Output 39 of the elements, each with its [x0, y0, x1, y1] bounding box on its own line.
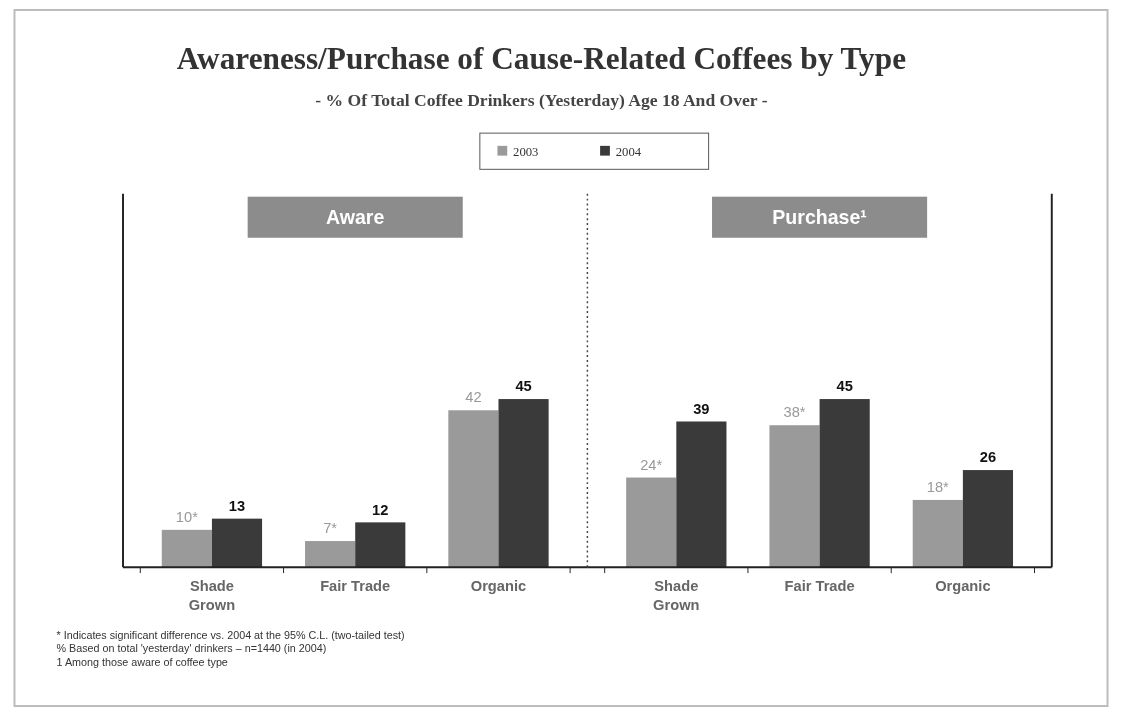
- data-label: 38*: [783, 404, 806, 421]
- x-tick-label: Shade Grown: [653, 577, 700, 614]
- bar: [819, 399, 870, 568]
- text: Awareness/Purchase of Cause-Related Coffees by Type: [176, 40, 907, 76]
- data-label: 7*: [323, 520, 338, 537]
- data-label: 10*: [175, 509, 199, 526]
- data-label: 24*: [640, 456, 663, 473]
- bar: [305, 541, 356, 568]
- x-tick-label: Shade Grown: [188, 577, 236, 614]
- bar: [676, 421, 727, 568]
- bar: [769, 425, 820, 568]
- legend-label: 2004: [615, 144, 642, 159]
- bar: [912, 499, 963, 568]
- bar: [355, 522, 406, 568]
- data-label: 13: [228, 497, 246, 514]
- chart-title: Purchase¹: [772, 206, 867, 229]
- chart-title: Aware: [326, 206, 385, 229]
- text: * Indicates significant difference vs. 2004 at the 95% C.L. (two-tailed test): [56, 628, 405, 641]
- bar: [962, 470, 1014, 568]
- x-tick-label: Organic: [935, 577, 991, 594]
- bar: [626, 477, 677, 568]
- bar: [211, 518, 263, 568]
- data-label: 26: [979, 449, 997, 466]
- x-tick-label: Fair Trade: [784, 577, 855, 594]
- data-label: 18*: [926, 479, 950, 496]
- x-tick-label: Fair Trade: [320, 577, 391, 594]
- bar: [448, 410, 499, 568]
- x-tick-label: Organic: [470, 577, 527, 594]
- bar: [161, 529, 212, 568]
- data-label: 45: [515, 378, 532, 395]
- text: 1 Among those aware of coffee type: [56, 655, 228, 668]
- data-label: 39: [693, 400, 710, 417]
- bar: [498, 399, 549, 568]
- data-label: 45: [836, 378, 853, 395]
- legend-label: 2003: [513, 144, 539, 159]
- text: % Based on total 'yesterday' drinkers – n=1440 (in 2004): [56, 642, 327, 655]
- data-label: 42: [465, 389, 482, 406]
- data-label: 12: [372, 501, 389, 518]
- text: - % Of Total Coffee Drinkers (Yesterday) Age 18 And Over -: [315, 89, 768, 110]
